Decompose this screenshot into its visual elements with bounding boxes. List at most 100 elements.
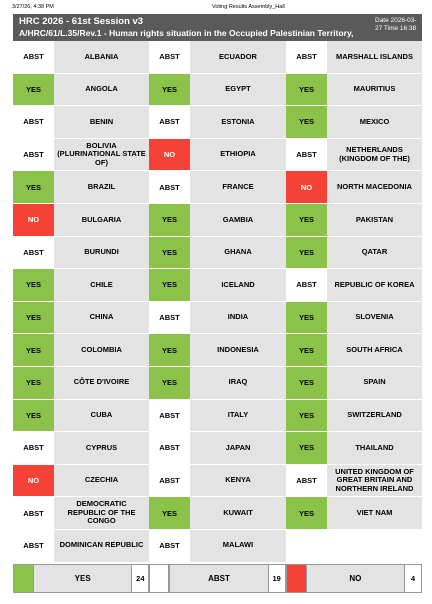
- vote-row: ABST BOLIVIA (PLURINATIONAL STATE OF): [13, 138, 149, 172]
- summary-abst: ABST 19: [149, 564, 286, 593]
- summary-no: NO 4: [285, 564, 422, 593]
- vote-badge: ABST: [13, 41, 54, 73]
- vote-badge: ABST: [149, 41, 190, 73]
- results-banner: HRC 2026 - 61st Session v3 A/HRC/61/L.35…: [13, 14, 422, 44]
- country-name: THAILAND: [327, 432, 422, 464]
- vote-badge: YES: [149, 236, 190, 269]
- vote-row: YES CÔTE D'IVOIRE: [13, 366, 149, 400]
- vote-row: YES ICELAND: [149, 269, 286, 302]
- vote-badge: ABST: [286, 41, 327, 73]
- vote-badge: YES: [13, 334, 54, 366]
- vote-row: NO CZECHIA: [13, 464, 149, 498]
- vote-badge: YES: [286, 301, 327, 334]
- vote-row: ABST DEMOCRATIC REPUBLIC OF THE CONGO: [13, 497, 149, 530]
- vote-badge: YES: [149, 366, 190, 399]
- vote-badge: NO: [13, 203, 54, 236]
- vote-badge: ABST: [149, 171, 190, 203]
- vote-row: YES SOUTH AFRICA: [286, 334, 422, 367]
- vote-grid: ABST ALBANIA ABST ECUADOR ABST MARSHALL ISLAN…: [13, 41, 422, 563]
- vote-badge: YES: [13, 399, 54, 432]
- vote-row: YES CHILE: [13, 269, 149, 302]
- vote-badge: YES: [286, 236, 327, 269]
- country-name: MAURITIUS: [327, 73, 422, 106]
- summary-swatch: [286, 565, 306, 592]
- country-name: DOMINICAN REPUBLIC: [54, 529, 149, 562]
- country-name: KENYA: [190, 464, 286, 497]
- summary-count: 4: [403, 565, 421, 592]
- summary-label: NO: [305, 565, 404, 592]
- country-name: DEMOCRATIC REPUBLIC OF THE CONGO: [54, 497, 149, 529]
- summary-yes: YES 24: [13, 564, 150, 593]
- country-name: CÔTE D'IVOIRE: [54, 366, 149, 399]
- vote-badge: YES: [286, 106, 327, 138]
- country-name: VIET NAM: [327, 497, 422, 529]
- country-name: PAKISTAN: [327, 203, 422, 236]
- vote-badge: YES: [286, 203, 327, 236]
- country-name: COLOMBIA: [54, 334, 149, 366]
- vote-row: NO NORTH MACEDONIA: [286, 171, 422, 204]
- vote-badge: YES: [286, 497, 327, 529]
- country-name: CHINA: [54, 301, 149, 334]
- country-name: CUBA: [54, 399, 149, 432]
- vote-row: ABST JAPAN: [149, 432, 286, 465]
- country-name: FRANCE: [190, 171, 286, 203]
- country-name: SWITZERLAND: [327, 399, 422, 432]
- country-name: IRAQ: [190, 366, 286, 399]
- country-name: MEXICO: [327, 106, 422, 138]
- country-name: REPUBLIC OF KOREA: [327, 269, 422, 301]
- vote-badge: YES: [149, 203, 190, 236]
- vote-row: YES BRAZIL: [13, 171, 149, 204]
- vote-badge: ABST: [149, 529, 190, 562]
- vote-row: ABST ECUADOR: [149, 41, 286, 74]
- country-name: EGYPT: [190, 73, 286, 106]
- print-title: Voting Results Assembly_Hall: [212, 4, 285, 10]
- vote-row: ABST BURUNDI: [13, 236, 149, 270]
- country-name: QATAR: [327, 236, 422, 269]
- vote-badge: YES: [13, 73, 54, 106]
- vote-badge: ABST: [149, 399, 190, 432]
- vote-row: YES COLOMBIA: [13, 334, 149, 367]
- vote-badge: ABST: [286, 269, 327, 301]
- country-name: KUWAIT: [190, 497, 286, 529]
- vote-row: YES SLOVENIA: [286, 301, 422, 335]
- vote-row: YES INDONESIA: [149, 334, 286, 367]
- vote-badge: YES: [13, 269, 54, 301]
- vote-badge: YES: [13, 301, 54, 334]
- vote-row: ABST DOMINICAN REPUBLIC: [13, 529, 149, 563]
- vote-badge: ABST: [13, 236, 54, 269]
- summary-count: 19: [267, 565, 285, 592]
- vote-row: ABST INDIA: [149, 301, 286, 335]
- summary-label: ABST: [169, 565, 268, 592]
- country-name: BURUNDI: [54, 236, 149, 269]
- vote-badge: ABST: [13, 432, 54, 464]
- vote-badge: YES: [149, 73, 190, 106]
- vote-badge: ABST: [149, 432, 190, 464]
- vote-badge: YES: [286, 73, 327, 106]
- vote-row: YES VIET NAM: [286, 497, 422, 530]
- vote-badge: ABST: [13, 497, 54, 529]
- vote-row: ABST REPUBLIC OF KOREA: [286, 269, 422, 302]
- vote-row: ABST ITALY: [149, 399, 286, 433]
- country-name: MALAWI: [190, 529, 286, 562]
- vote-datetime: Date 2026-03-27 Time 16:38: [375, 17, 417, 32]
- vote-row: NO ETHIOPIA: [149, 138, 286, 172]
- country-name: ITALY: [190, 399, 286, 432]
- country-name: ESTONIA: [190, 106, 286, 138]
- country-name: INDONESIA: [190, 334, 286, 366]
- country-name: SOUTH AFRICA: [327, 334, 422, 366]
- country-name: NORTH MACEDONIA: [327, 171, 422, 203]
- country-name: GAMBIA: [190, 203, 286, 236]
- summary-label: YES: [33, 565, 132, 592]
- country-name: NETHERLANDS (KINGDOM OF THE): [327, 138, 422, 171]
- print-datetime: 3/27/26, 4:38 PM: [12, 4, 54, 10]
- country-name: ALBANIA: [54, 41, 149, 73]
- vote-row: YES SWITZERLAND: [286, 399, 422, 433]
- vote-row: YES GAMBIA: [149, 203, 286, 237]
- vote-row: YES KUWAIT: [149, 497, 286, 530]
- vote-row: ABST UNITED KINGDOM OF GREAT BRITAIN AND …: [286, 464, 422, 498]
- vote-badge: YES: [286, 334, 327, 366]
- country-name: SPAIN: [327, 366, 422, 399]
- country-name: CYPRUS: [54, 432, 149, 464]
- country-name: CZECHIA: [54, 464, 149, 497]
- vote-row: ABST MARSHALL ISLANDS: [286, 41, 422, 74]
